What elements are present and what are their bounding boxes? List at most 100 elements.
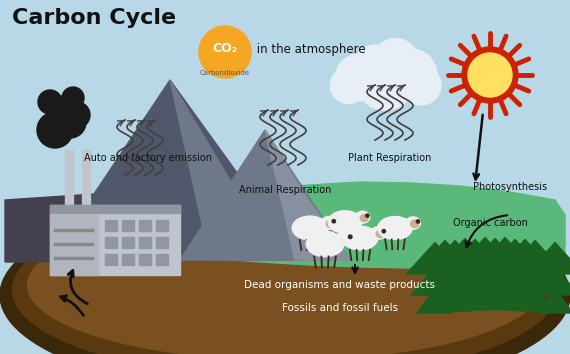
Text: Dead organisms and waste products: Dead organisms and waste products bbox=[245, 280, 435, 290]
FancyBboxPatch shape bbox=[50, 215, 98, 275]
Circle shape bbox=[331, 67, 367, 104]
FancyBboxPatch shape bbox=[491, 256, 499, 274]
Circle shape bbox=[332, 219, 336, 223]
Polygon shape bbox=[526, 242, 570, 274]
Circle shape bbox=[348, 235, 352, 239]
FancyBboxPatch shape bbox=[156, 220, 168, 231]
Circle shape bbox=[37, 112, 73, 148]
Polygon shape bbox=[406, 242, 464, 274]
FancyBboxPatch shape bbox=[156, 237, 168, 248]
Circle shape bbox=[402, 66, 441, 105]
Circle shape bbox=[416, 220, 420, 223]
Text: in the atmosphere: in the atmosphere bbox=[253, 42, 365, 56]
Circle shape bbox=[62, 87, 84, 109]
Ellipse shape bbox=[328, 211, 362, 233]
Polygon shape bbox=[467, 284, 503, 308]
Polygon shape bbox=[421, 264, 469, 293]
Circle shape bbox=[49, 96, 77, 124]
Ellipse shape bbox=[326, 220, 335, 228]
Text: Carbon Cycle: Carbon Cycle bbox=[12, 8, 176, 28]
Polygon shape bbox=[417, 289, 453, 313]
Polygon shape bbox=[477, 285, 513, 309]
Polygon shape bbox=[447, 285, 483, 309]
FancyBboxPatch shape bbox=[105, 237, 117, 248]
Polygon shape bbox=[411, 267, 459, 295]
Polygon shape bbox=[431, 264, 479, 293]
Polygon shape bbox=[517, 287, 553, 311]
FancyBboxPatch shape bbox=[65, 150, 73, 208]
Polygon shape bbox=[427, 287, 463, 311]
Circle shape bbox=[336, 54, 382, 101]
Ellipse shape bbox=[406, 217, 421, 229]
Ellipse shape bbox=[292, 216, 328, 240]
FancyBboxPatch shape bbox=[501, 255, 509, 273]
Polygon shape bbox=[466, 239, 524, 270]
FancyBboxPatch shape bbox=[105, 254, 117, 265]
Polygon shape bbox=[501, 263, 549, 292]
Ellipse shape bbox=[342, 235, 351, 244]
Circle shape bbox=[199, 26, 251, 78]
Polygon shape bbox=[451, 263, 499, 292]
Ellipse shape bbox=[337, 232, 353, 245]
Polygon shape bbox=[170, 80, 300, 260]
Circle shape bbox=[355, 45, 394, 84]
Ellipse shape bbox=[378, 217, 412, 239]
FancyBboxPatch shape bbox=[139, 220, 151, 231]
Text: Photosynthesis: Photosynthesis bbox=[473, 182, 547, 192]
Circle shape bbox=[468, 53, 512, 97]
Circle shape bbox=[356, 53, 414, 110]
Text: Organic carbon: Organic carbon bbox=[453, 218, 527, 228]
FancyBboxPatch shape bbox=[122, 237, 134, 248]
Polygon shape bbox=[491, 263, 539, 292]
Polygon shape bbox=[506, 240, 564, 272]
FancyBboxPatch shape bbox=[481, 255, 489, 273]
Ellipse shape bbox=[13, 202, 557, 354]
FancyBboxPatch shape bbox=[461, 256, 469, 274]
FancyBboxPatch shape bbox=[105, 220, 117, 231]
Polygon shape bbox=[265, 130, 350, 260]
Polygon shape bbox=[437, 287, 473, 311]
Ellipse shape bbox=[371, 227, 386, 239]
FancyBboxPatch shape bbox=[471, 257, 479, 275]
Polygon shape bbox=[456, 238, 514, 269]
Polygon shape bbox=[180, 130, 350, 260]
FancyBboxPatch shape bbox=[50, 205, 180, 213]
Ellipse shape bbox=[356, 211, 370, 223]
Circle shape bbox=[385, 49, 437, 101]
FancyBboxPatch shape bbox=[139, 254, 151, 265]
Polygon shape bbox=[426, 240, 484, 272]
Ellipse shape bbox=[0, 195, 570, 354]
Text: Animal Respiration: Animal Respiration bbox=[239, 185, 331, 195]
Text: Auto and factory emission: Auto and factory emission bbox=[84, 153, 212, 163]
FancyBboxPatch shape bbox=[50, 205, 180, 275]
Ellipse shape bbox=[27, 210, 543, 354]
Polygon shape bbox=[441, 263, 488, 291]
Circle shape bbox=[462, 47, 518, 103]
Polygon shape bbox=[457, 286, 493, 310]
Ellipse shape bbox=[376, 230, 385, 238]
Text: Fossils and fossil fuels: Fossils and fossil fuels bbox=[282, 303, 398, 313]
Polygon shape bbox=[481, 262, 529, 290]
Polygon shape bbox=[477, 238, 534, 269]
Circle shape bbox=[366, 214, 369, 217]
Polygon shape bbox=[496, 240, 553, 271]
Ellipse shape bbox=[410, 220, 419, 228]
Circle shape bbox=[64, 102, 90, 128]
Circle shape bbox=[54, 106, 86, 138]
FancyBboxPatch shape bbox=[511, 257, 519, 275]
Circle shape bbox=[372, 39, 419, 85]
Circle shape bbox=[382, 229, 385, 233]
Text: Plant Respiration: Plant Respiration bbox=[348, 153, 431, 163]
FancyBboxPatch shape bbox=[122, 254, 134, 265]
Ellipse shape bbox=[306, 232, 344, 257]
Ellipse shape bbox=[321, 217, 336, 229]
FancyBboxPatch shape bbox=[441, 258, 449, 276]
Polygon shape bbox=[471, 263, 519, 291]
Text: Carbondioxide: Carbondioxide bbox=[200, 70, 250, 76]
Ellipse shape bbox=[342, 226, 378, 250]
Polygon shape bbox=[511, 264, 559, 293]
Polygon shape bbox=[537, 289, 570, 313]
Polygon shape bbox=[436, 239, 494, 270]
Polygon shape bbox=[416, 240, 474, 272]
FancyBboxPatch shape bbox=[451, 258, 459, 276]
